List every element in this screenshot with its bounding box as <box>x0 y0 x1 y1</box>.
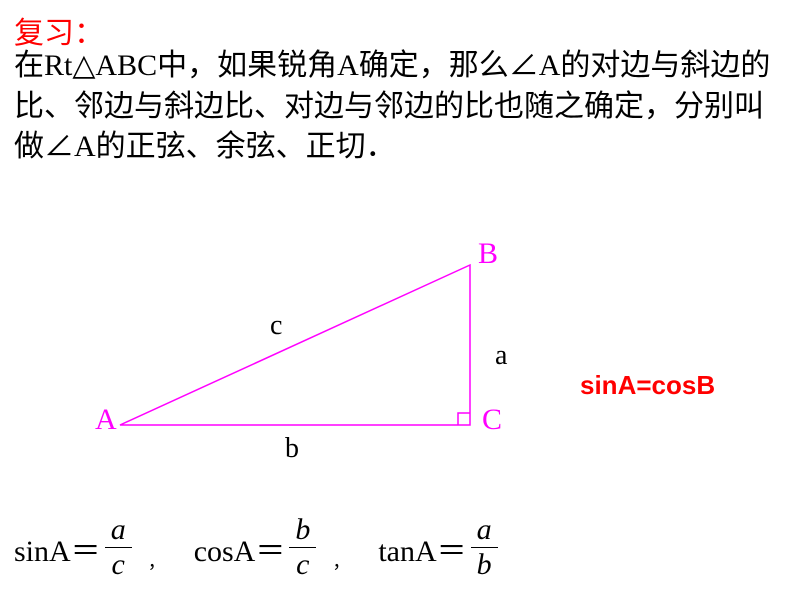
sin-num: a <box>105 515 132 548</box>
cos-num: b <box>289 515 316 548</box>
vertex-B-label: B <box>478 237 498 271</box>
vertex-A-label: A <box>95 403 117 437</box>
trig-identity: sinA=cosB <box>580 370 715 401</box>
triangle-svg <box>100 255 540 455</box>
cos-fraction: b c <box>289 515 316 580</box>
body-text: 在Rt△ABC中，如果锐角A确定，那么∠A的对边与斜边的比、邻边与斜边比、对边与… <box>14 46 774 168</box>
cos-den: c <box>290 548 315 580</box>
side-c-label: c <box>270 310 282 342</box>
tan-fraction: a b <box>471 515 498 580</box>
triangle-diagram: A B C c a b <box>100 255 540 455</box>
comma2: ， <box>332 548 350 580</box>
sin-label: sinA＝ <box>14 526 101 570</box>
tan-den: b <box>471 548 498 580</box>
tan-label: tanA＝ <box>378 526 466 570</box>
formula-row: sinA＝ a c ， cosA＝ b c ， tanA＝ a b <box>14 515 784 580</box>
tan-formula: tanA＝ a b <box>378 515 497 580</box>
side-a-label: a <box>495 340 507 372</box>
cos-formula: cosA＝ b c <box>194 515 317 580</box>
sin-formula: sinA＝ a c <box>14 515 132 580</box>
side-b-label: b <box>285 433 299 465</box>
cos-label: cosA＝ <box>194 526 286 570</box>
comma1: ， <box>148 548 166 580</box>
sin-den: c <box>106 548 131 580</box>
tan-num: a <box>471 515 498 548</box>
sin-fraction: a c <box>105 515 132 580</box>
vertex-C-label: C <box>482 403 502 437</box>
